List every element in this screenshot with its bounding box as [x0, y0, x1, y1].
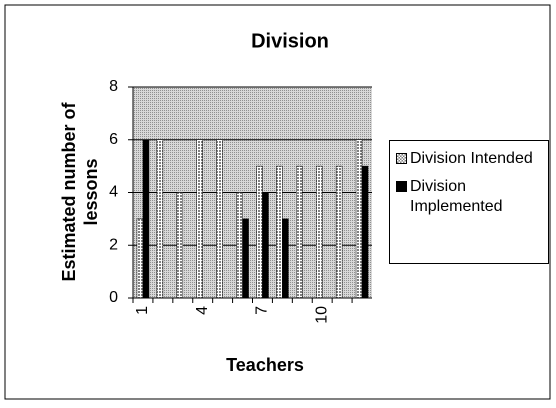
y-tick-label: 2	[109, 236, 118, 253]
bar	[156, 139, 164, 299]
bar	[361, 165, 369, 299]
x-axis-label: Teachers	[226, 355, 304, 375]
x-tick-label: 4	[194, 306, 211, 315]
bar	[176, 192, 184, 299]
bar	[355, 139, 363, 299]
y-tick-label: 0	[109, 289, 118, 306]
bar	[276, 165, 283, 299]
x-tick-label: 10	[313, 306, 330, 324]
legend-swatch	[396, 153, 407, 164]
bar	[136, 218, 144, 299]
y-tick-label: 4	[109, 184, 118, 201]
legend-entry: Division Intended	[394, 149, 544, 169]
bar	[335, 165, 343, 299]
bar	[315, 165, 323, 299]
x-tick-label: 7	[254, 306, 271, 315]
x-tick-label: 1	[134, 306, 151, 315]
legend-swatch	[396, 181, 407, 192]
bar	[242, 218, 249, 299]
bar	[262, 192, 269, 299]
legend-label: Division Implemented	[410, 178, 503, 215]
bar	[296, 165, 303, 299]
y-tick-label: 6	[109, 131, 118, 148]
bar	[142, 139, 150, 299]
y-axis-label: Estimated number of lessons	[59, 102, 101, 282]
legend: Division Intended Division Implemented	[389, 140, 549, 264]
bar	[256, 165, 263, 299]
bar	[236, 192, 243, 299]
bar	[216, 139, 223, 299]
y-tick-label: 8	[109, 78, 118, 95]
bar	[282, 218, 289, 299]
legend-label: Division Intended	[410, 150, 533, 167]
legend-entry: Division Implemented	[394, 177, 544, 217]
chart-title: Division	[251, 30, 329, 52]
bar	[196, 139, 203, 299]
